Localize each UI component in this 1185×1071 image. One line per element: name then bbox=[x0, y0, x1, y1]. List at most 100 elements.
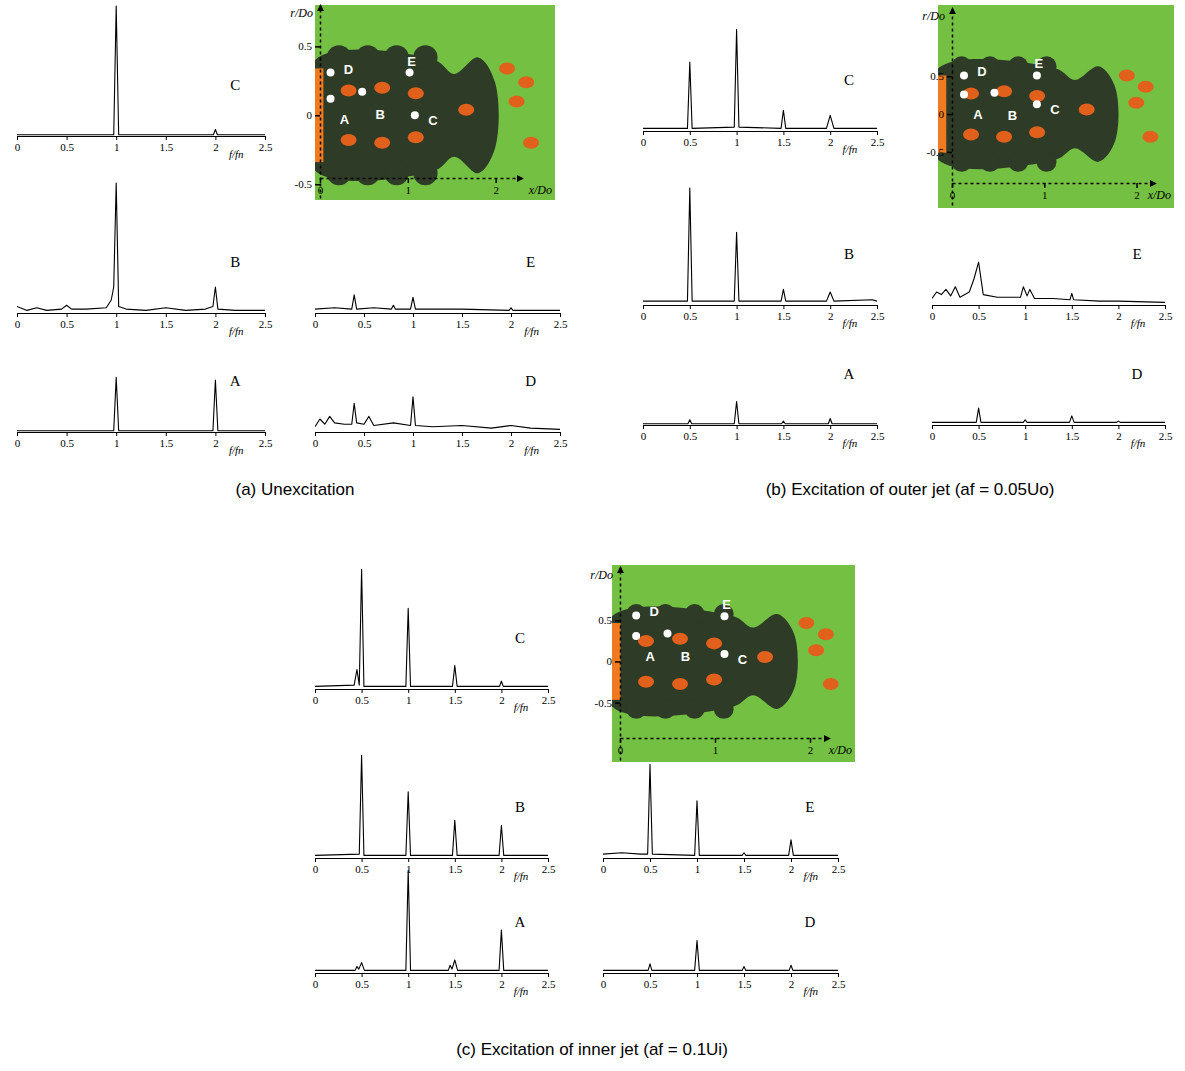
x-tick: 1.5 bbox=[159, 136, 173, 153]
image-x-axis-title: x/Do bbox=[528, 183, 552, 197]
vortex-roll bbox=[413, 45, 437, 69]
x-tick-mark bbox=[413, 432, 414, 436]
dye-blob bbox=[341, 134, 357, 146]
x-tick: 0.5 bbox=[683, 131, 697, 148]
image-x-tick: 1 bbox=[406, 178, 412, 196]
image-y-tick-label: 0.5 bbox=[298, 40, 312, 52]
x-tick-label: 0 bbox=[641, 310, 647, 322]
x-tick-label: 0.5 bbox=[355, 978, 369, 990]
x-tick-label: 1.5 bbox=[1065, 430, 1079, 442]
x-tick-mark bbox=[877, 131, 878, 135]
x-tick-label: 2.5 bbox=[871, 430, 885, 442]
x-tick: 2 bbox=[499, 858, 505, 875]
plot-area bbox=[17, 377, 265, 430]
x-tick-label: 0.5 bbox=[358, 318, 372, 330]
vortex-roll bbox=[356, 161, 380, 185]
vortex-roll bbox=[656, 699, 676, 719]
dye-blob bbox=[1119, 69, 1135, 81]
x-tick: 1 bbox=[114, 313, 120, 330]
x-tick-label: 1 bbox=[695, 863, 701, 875]
plot-area bbox=[932, 262, 1165, 302]
dye-blob bbox=[518, 76, 534, 88]
vortex-roll bbox=[980, 152, 1000, 172]
x-tick-mark bbox=[215, 432, 216, 436]
spectrum-line bbox=[603, 764, 838, 855]
chart-title: A bbox=[843, 366, 854, 382]
image-y-tick: 0 bbox=[307, 109, 321, 121]
x-tick: 1.5 bbox=[159, 313, 173, 330]
flow-image: 0120.50-0.5r/Dox/DoABCDE bbox=[590, 565, 855, 762]
x-axis-title: f/fn bbox=[1131, 437, 1146, 449]
x-tick: 2 bbox=[1116, 425, 1122, 442]
spectrum-chart: 00.511.522.5Bf/fn bbox=[641, 188, 885, 329]
x-tick-label: 1.5 bbox=[456, 437, 470, 449]
x-tick-label: 0.5 bbox=[60, 437, 74, 449]
x-tick-mark bbox=[1118, 305, 1119, 309]
x-tick-mark bbox=[408, 689, 409, 693]
x-tick: 0 bbox=[641, 305, 647, 322]
x-tick-mark bbox=[67, 432, 68, 436]
x-tick: 0 bbox=[930, 425, 936, 442]
x-tick: 0.5 bbox=[60, 432, 74, 449]
x-tick: 0.5 bbox=[644, 858, 658, 875]
x-tick-label: 0 bbox=[313, 437, 319, 449]
x-tick-label: 1.5 bbox=[1065, 310, 1079, 322]
plot-area bbox=[315, 295, 560, 311]
panel-caption: (c) Excitation of inner jet (af = 0.1Ui) bbox=[456, 1040, 728, 1059]
x-tick-mark bbox=[877, 305, 878, 309]
spectrum-line bbox=[643, 402, 877, 424]
measurement-point bbox=[721, 650, 729, 658]
x-tick: 0.5 bbox=[358, 313, 372, 330]
x-tick-label: 1 bbox=[734, 136, 740, 148]
x-tick-label: 2.5 bbox=[554, 318, 568, 330]
image-x-axis-title: x/Do bbox=[1147, 188, 1171, 202]
image-y-tick-mark bbox=[615, 702, 620, 704]
x-tick-label: 0 bbox=[641, 430, 647, 442]
x-tick-mark bbox=[838, 858, 839, 862]
x-tick: 0.5 bbox=[355, 858, 369, 875]
nozzle-flow bbox=[938, 75, 946, 152]
x-tick: 2.5 bbox=[871, 305, 885, 322]
x-tick: 2.5 bbox=[259, 313, 273, 330]
spectrum-chart: 00.511.522.5Cf/fn bbox=[15, 6, 273, 160]
image-x-tick-label: 1 bbox=[1042, 189, 1048, 201]
image-y-tick: 0.5 bbox=[930, 70, 952, 82]
x-tick-mark bbox=[17, 313, 18, 317]
vortex-roll bbox=[685, 604, 705, 624]
x-tick: 1.5 bbox=[456, 432, 470, 449]
x-tick-mark bbox=[215, 136, 216, 140]
flow-picture bbox=[315, 5, 555, 200]
x-tick-mark bbox=[830, 425, 831, 429]
point-label: D bbox=[344, 62, 353, 77]
dye-blob bbox=[1128, 97, 1144, 109]
x-axis-line bbox=[933, 305, 1166, 306]
x-tick: 1.5 bbox=[777, 305, 791, 322]
image-y-tick-mark bbox=[947, 152, 952, 154]
dye-blob bbox=[523, 137, 539, 149]
x-tick-label: 0 bbox=[15, 437, 21, 449]
x-tick: 1.5 bbox=[456, 313, 470, 330]
image-y-tick-label: -0.5 bbox=[927, 146, 945, 158]
chart-title: B bbox=[515, 799, 525, 815]
point-label: E bbox=[407, 54, 416, 69]
x-tick: 0.5 bbox=[358, 432, 372, 449]
x-tick-mark bbox=[315, 313, 316, 317]
x-tick-label: 1 bbox=[406, 978, 412, 990]
x-tick-mark bbox=[511, 432, 512, 436]
measurement-point bbox=[721, 612, 729, 620]
chart-title: B bbox=[844, 246, 854, 262]
x-tick-mark bbox=[315, 973, 316, 977]
dye-blob bbox=[672, 633, 688, 645]
x-tick-mark bbox=[690, 131, 691, 135]
spectrum-chart: 00.511.522.5Cf/fn bbox=[313, 569, 556, 713]
image-y-tick-mark bbox=[315, 115, 320, 117]
x-tick: 0 bbox=[313, 858, 319, 875]
x-tick-mark bbox=[362, 689, 363, 693]
dye-blob bbox=[374, 137, 390, 149]
x-tick-mark bbox=[783, 305, 784, 309]
spectrum-chart: 00.511.522.5Df/fn bbox=[313, 373, 568, 456]
x-tick-label: 0 bbox=[930, 430, 936, 442]
dye-blob bbox=[1138, 81, 1154, 93]
x-tick-label: 0.5 bbox=[683, 430, 697, 442]
x-tick-mark bbox=[364, 313, 365, 317]
